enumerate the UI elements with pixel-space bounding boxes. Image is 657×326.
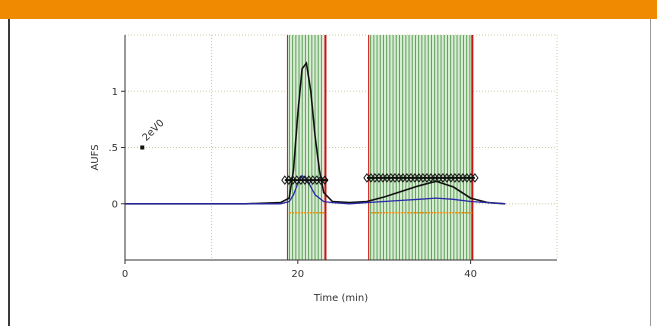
trace-blue (125, 174, 506, 205)
fraction-marker (471, 173, 479, 183)
y-tick-label: 1 (112, 87, 118, 98)
y-tick-label: .5 (108, 143, 118, 154)
x-tick-label: 20 (291, 269, 304, 280)
fraction-window (287, 35, 326, 260)
x-tick-label: 40 (464, 269, 477, 280)
x-axis-title: Time (min) (313, 293, 368, 304)
left-border (8, 19, 10, 326)
x-tick-label: 0 (122, 269, 128, 280)
annotation: 2eV0 (140, 118, 167, 150)
y-tick-labels: 1.50 (108, 87, 118, 211)
fraction-markers (281, 173, 479, 214)
annotation-point (140, 145, 145, 150)
fraction-windows (286, 35, 474, 260)
x-tick-labels: 0 20 40 (122, 269, 477, 280)
fraction-window (368, 35, 473, 260)
y-tick-label: 0 (112, 199, 118, 210)
fraction-marker (321, 175, 329, 185)
axes (121, 35, 557, 264)
right-border (650, 19, 651, 326)
y-axis-title: AUFS (90, 144, 101, 170)
grid (125, 34, 558, 261)
annotation-label: 2eV0 (141, 118, 167, 144)
top-banner (0, 0, 657, 19)
